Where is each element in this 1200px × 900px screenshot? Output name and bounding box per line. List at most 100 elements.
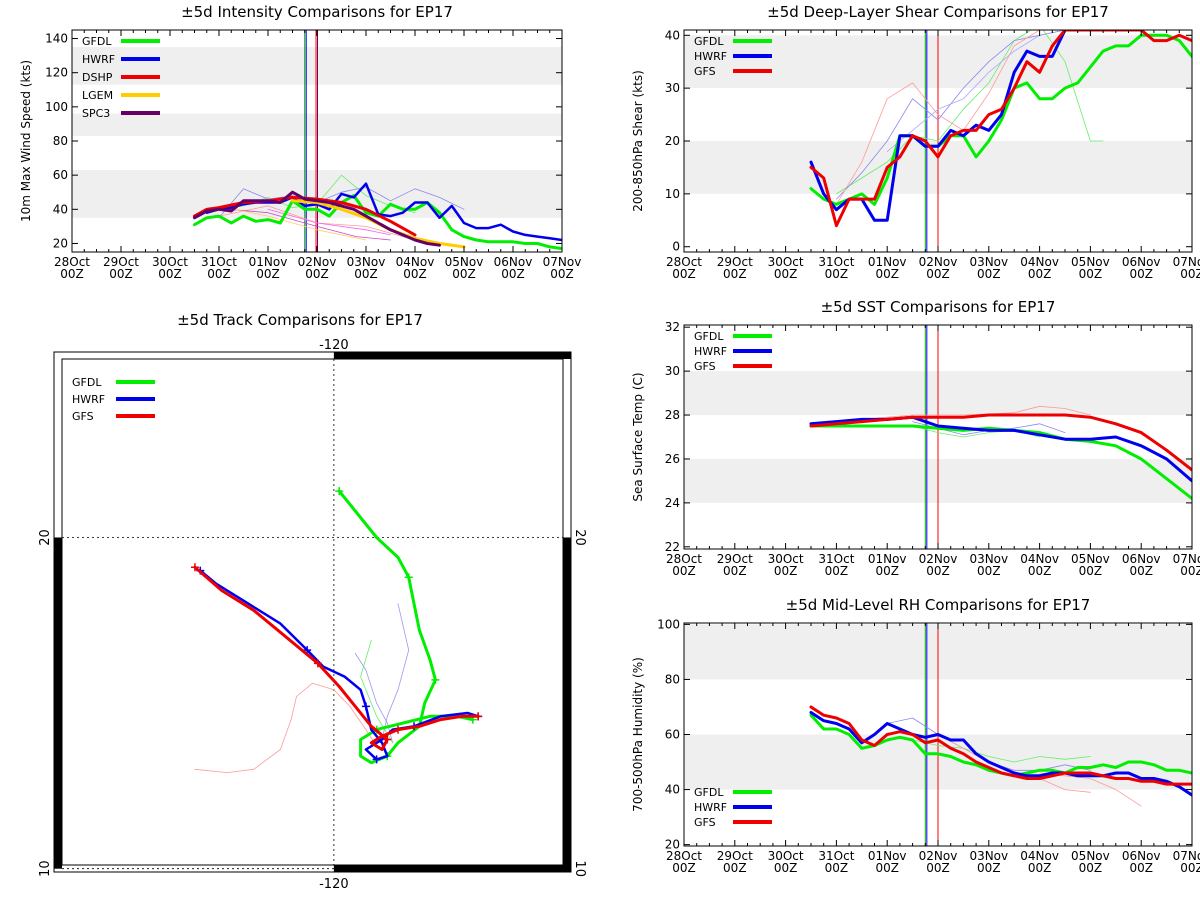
y-tick-label: 100 [45, 100, 68, 114]
track-position-marker [431, 675, 440, 684]
series-line-faint-5 [233, 208, 367, 241]
track-line-gfs [193, 565, 480, 751]
x-tick-date: 29Oct [103, 255, 139, 269]
y-tick-label: 20 [665, 134, 680, 148]
x-tick-date: 30Oct [768, 849, 804, 863]
x-tick-date: 06Nov [1122, 849, 1161, 863]
x-tick-date: 02Nov [919, 849, 958, 863]
track-position-marker [394, 725, 402, 734]
x-tick-date: 02Nov [919, 255, 958, 269]
x-tick-date: 01Nov [868, 849, 907, 863]
legend-label: SPC3 [82, 107, 110, 120]
track-panel: -120 -120 20 20 10 10 ±5d Track Comparisons fo… [38, 311, 587, 892]
legend-label: HWRF [694, 50, 727, 63]
y-tick-label: 22 [665, 540, 680, 554]
y-tick-label: 20 [665, 838, 680, 852]
x-tick-hour: 00Z [1028, 267, 1052, 281]
map-inner-frame [61, 358, 564, 866]
legend-label: GFS [694, 360, 716, 373]
legend-label: DSHP [82, 71, 113, 84]
x-tick-hour: 00Z [672, 564, 696, 578]
y-tick-label: 30 [665, 81, 680, 95]
shear-legend: GFDL HWRF GFS [694, 35, 772, 78]
x-tick-date: 03Nov [347, 255, 386, 269]
x-tick-date: 03Nov [969, 552, 1008, 566]
x-tick-date: 30Oct [152, 255, 188, 269]
y-tick-label: 10 [665, 187, 680, 201]
sst-series [809, 405, 1192, 500]
x-tick-hour: 00Z [1180, 564, 1200, 578]
x-tick-date: 06Nov [1122, 255, 1161, 269]
x-tick-hour: 00Z [1028, 861, 1052, 875]
intensity-y-axis-label: 10m Max Wind Speed (kts) [19, 60, 33, 222]
sst-legend: GFDL HWRF GFS [694, 330, 772, 373]
y-tick-label: 80 [665, 672, 680, 686]
latitude-label-right: 10 [572, 860, 587, 877]
x-tick-hour: 00Z [774, 267, 798, 281]
x-tick-date: 31Oct [818, 255, 854, 269]
series-line-faint-2 [912, 739, 1091, 763]
series-line-faint-6 [267, 208, 391, 236]
sst-panel: 22242628303228Oct00Z29Oct00Z30Oct00Z31Oc… [631, 298, 1200, 578]
x-tick-date: 05Nov [1071, 849, 1110, 863]
track-position-marker [383, 735, 392, 744]
series-line-faint-3 [836, 30, 1040, 205]
y-tick-label: 20 [53, 236, 68, 250]
rh-legend: GFDL HWRF GFS [694, 786, 772, 829]
x-tick-date: 31Oct [818, 552, 854, 566]
y-tick-label: 140 [45, 32, 68, 46]
y-tick-label: 24 [665, 496, 680, 510]
x-tick-date: 06Nov [1122, 552, 1161, 566]
series-line-faint-2 [218, 186, 465, 219]
legend-label: GFS [72, 410, 94, 423]
x-tick-date: 05Nov [1071, 255, 1110, 269]
x-tick-hour: 00Z [550, 267, 574, 281]
x-tick-date: 06Nov [494, 255, 533, 269]
x-tick-date: 01Nov [249, 255, 288, 269]
series-line-faint-1 [836, 30, 1104, 195]
legend-label: HWRF [72, 393, 105, 406]
x-tick-hour: 00Z [926, 564, 950, 578]
x-tick-hour: 00Z [774, 564, 798, 578]
x-tick-date: 31Oct [818, 849, 854, 863]
x-tick-date: 29Oct [717, 849, 753, 863]
y-tick-label: 60 [53, 168, 68, 182]
shear-series [809, 30, 1192, 228]
map-border-block [333, 352, 571, 359]
series-line-gfs [809, 413, 1192, 472]
track-position-marker [474, 712, 483, 721]
y-tick-label: 60 [665, 728, 680, 742]
legend-label: HWRF [82, 53, 115, 66]
track-position-marker [404, 573, 413, 582]
track-position-marker [313, 659, 322, 668]
track-line-gfdl [337, 489, 475, 765]
legend-label: LGEM [82, 89, 113, 102]
x-tick-hour: 00Z [1129, 564, 1153, 578]
legend-label: GFDL [72, 376, 102, 389]
x-tick-hour: 00Z [774, 861, 798, 875]
series-line-gfdl [809, 33, 1192, 206]
y-tick-label: 0 [672, 240, 680, 254]
rh-y-axis-label: 700-500hPa Humidity (%) [631, 657, 645, 812]
x-tick-date: 07Nov [1173, 255, 1200, 269]
series-line-gfs [809, 30, 1192, 228]
track-line-faint-3 [381, 603, 410, 740]
shear-y-axis-label: 200-850hPa Shear (kts) [631, 70, 645, 212]
shear-panel: 01020304028Oct00Z29Oct00Z30Oct00Z31Oct00… [631, 3, 1200, 281]
y-tick-label: 30 [665, 364, 680, 378]
sst-title: ±5d SST Comparisons for EP17 [821, 298, 1056, 316]
x-tick-hour: 00Z [875, 564, 899, 578]
longitude-label-top: -120 [319, 338, 349, 353]
series-line-hwrf [809, 711, 1192, 797]
map-border-block [563, 537, 571, 869]
y-tick-label: 28 [665, 408, 680, 422]
x-tick-date: 05Nov [445, 255, 484, 269]
x-tick-date: 29Oct [717, 255, 753, 269]
intensity-panel: 2040608010012014028Oct00Z29Oct00Z30Oct00… [19, 3, 581, 281]
x-tick-hour: 00Z [825, 861, 849, 875]
rh-panel: 2040608010028Oct00Z29Oct00Z30Oct00Z31Oct… [631, 596, 1200, 875]
x-tick-hour: 00Z [875, 267, 899, 281]
shear-title: ±5d Deep-Layer Shear Comparisons for EP1… [767, 3, 1109, 21]
track-position-marker [361, 702, 370, 711]
x-tick-hour: 00Z [977, 564, 1001, 578]
